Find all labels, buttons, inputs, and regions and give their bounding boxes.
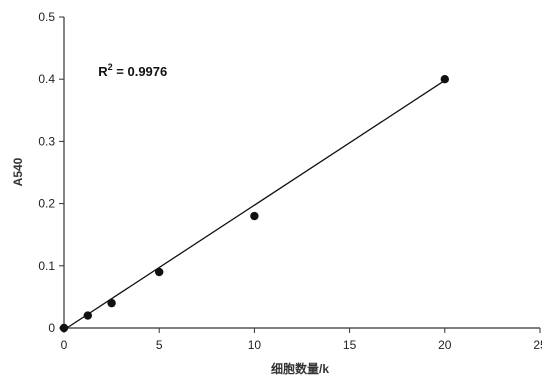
r-squared-value: = 0.9976 xyxy=(113,64,168,79)
tick-labels: 0 5 10 15 20 25 0 0.1 0.2 0.3 0.4 0.5 xyxy=(38,10,542,352)
r-squared-superscript: 2 xyxy=(108,62,113,72)
axes xyxy=(59,16,541,333)
x-tick-label: 0 xyxy=(61,338,68,352)
y-tick-label: 0.5 xyxy=(38,10,55,24)
x-tick-label: 15 xyxy=(343,338,357,352)
data-points xyxy=(59,75,449,333)
x-tick-label: 10 xyxy=(248,338,262,352)
linear-trendline xyxy=(63,79,446,331)
r-squared-label: R xyxy=(98,64,108,79)
data-point xyxy=(155,267,164,277)
x-tick-label: 20 xyxy=(438,338,452,352)
r-squared-annotation: R2 = 0.9976 xyxy=(98,62,167,79)
y-tick-label: 0.1 xyxy=(38,259,55,273)
data-point xyxy=(107,298,116,308)
y-tick-label: 0 xyxy=(48,321,55,335)
y-tick-label: 0.2 xyxy=(38,197,55,211)
x-axis-title: 细胞数量/k xyxy=(271,361,329,376)
y-axis-title: A540 xyxy=(11,157,25,186)
y-tick-label: 0.4 xyxy=(38,72,55,86)
data-point xyxy=(83,311,93,320)
x-tick-label: 5 xyxy=(156,338,163,352)
x-tick-label: 25 xyxy=(533,338,542,352)
y-tick-label: 0.3 xyxy=(38,134,55,148)
trendline-layer xyxy=(63,79,446,331)
data-point xyxy=(59,323,69,333)
data-point xyxy=(250,211,259,221)
data-point xyxy=(440,75,449,84)
